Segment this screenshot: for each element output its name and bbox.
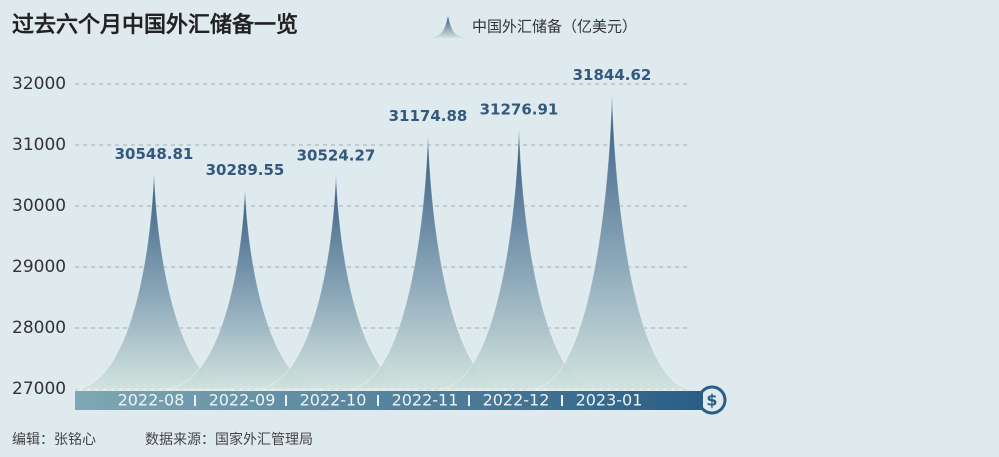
dollar-sign: $ — [706, 391, 717, 410]
dollar-icon: $ — [697, 385, 727, 415]
spike — [255, 173, 417, 390]
footer-editor: 编辑：张铭心 — [12, 432, 96, 448]
x-tick-label: 2022-10 — [300, 391, 367, 410]
y-tick-label: 30000 — [12, 196, 66, 216]
footer-source: 数据来源：国家外汇管理局 — [145, 431, 313, 448]
spike — [164, 188, 326, 390]
value-label: 31174.88 — [389, 107, 468, 125]
legend-icon — [430, 16, 466, 38]
y-tick-label: 28000 — [12, 318, 66, 338]
value-label: 30548.81 — [115, 145, 194, 163]
spike — [347, 134, 509, 390]
y-tick-label: 29000 — [12, 257, 66, 277]
separator — [561, 395, 563, 406]
separator — [285, 395, 287, 406]
separator — [194, 395, 196, 406]
spike — [73, 172, 235, 390]
spike — [438, 128, 600, 390]
x-tick-label: 2022-09 — [209, 391, 276, 410]
x-tick-label: 2022-11 — [392, 391, 459, 410]
chart-title: 过去六个月中国外汇储备一览 — [12, 12, 298, 38]
value-label: 30289.55 — [206, 161, 285, 179]
spike — [531, 93, 693, 390]
separator — [377, 395, 379, 406]
y-tick-label: 27000 — [12, 379, 66, 399]
value-label: 31844.62 — [573, 66, 652, 84]
x-tick-label: 2023-01 — [576, 391, 643, 410]
value-label: 31276.91 — [480, 101, 559, 119]
y-tick-label: 31000 — [12, 135, 66, 155]
category-bar — [75, 391, 703, 410]
y-tick-label: 32000 — [12, 74, 66, 94]
separator — [468, 395, 470, 406]
value-label: 30524.27 — [297, 147, 376, 165]
x-tick-label: 2022-08 — [118, 391, 185, 410]
x-tick-label: 2022-12 — [483, 391, 550, 410]
legend-label: 中国外汇储备（亿美元） — [472, 18, 637, 36]
